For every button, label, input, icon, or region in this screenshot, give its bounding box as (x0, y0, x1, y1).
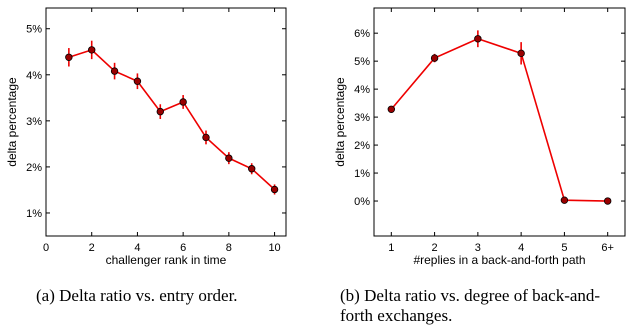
y-tick-label: 1% (26, 208, 42, 220)
chart-entry-order: 0 2 4 6 8 10 1% 2% 3% 4% 5% challenger rank in time… (5, 7, 287, 267)
y-tick-label: 3% (354, 112, 370, 124)
x-tick-label: 4 (518, 242, 524, 254)
x-tick-label: 1 (388, 242, 394, 254)
x-axis-label: #replies in a back-and-forth path (413, 253, 585, 267)
y-tick-label: 5% (26, 24, 42, 36)
data-point (474, 35, 482, 43)
x-tick-label: 8 (226, 242, 232, 254)
data-point (270, 185, 279, 194)
data-point (88, 46, 96, 54)
data-point (202, 133, 210, 142)
caption-entry-order: (a) Delta ratio vs. entry order. (36, 286, 238, 305)
chart-back-and-forth: 1 2 3 4 5 6+ 0% 1% 2% 3% 4% 5% 6% #replies in a back-… (333, 7, 626, 267)
data-point (110, 67, 119, 75)
data-point (430, 54, 439, 62)
y-tick-label: 4% (354, 84, 370, 96)
x-tick-label: 2 (89, 242, 95, 254)
x-tick-label: 6+ (601, 242, 614, 254)
data-point (248, 165, 256, 173)
plot-frame (373, 7, 626, 237)
data-point (156, 107, 164, 116)
y-tick-label: 2% (26, 162, 42, 174)
data-point (517, 49, 525, 58)
x-tick-label: 0 (43, 242, 49, 254)
data-point (603, 197, 612, 205)
series-line (68, 49, 276, 191)
y-tick-label: 3% (26, 116, 42, 128)
data-point (560, 196, 569, 204)
y-tick-label: 6% (354, 28, 370, 40)
x-tick-label: 3 (475, 242, 481, 254)
y-tick-label: 2% (354, 140, 370, 152)
x-tick-label: 6 (180, 242, 186, 254)
data-point (179, 98, 187, 106)
x-axis-label: challenger rank in time (106, 253, 227, 267)
y-tick-label: 0% (354, 196, 370, 208)
plot-frame (45, 7, 287, 237)
data-point (133, 77, 142, 85)
x-tick-label: 2 (432, 242, 438, 254)
y-tick-label: 1% (354, 168, 370, 180)
data-point (65, 53, 73, 61)
y-tick-label: 4% (26, 70, 42, 82)
x-tick-label: 4 (134, 242, 140, 254)
data-point (225, 154, 233, 162)
x-tick-label: 10 (268, 242, 280, 254)
caption-back-and-forth: (b) Delta ratio vs. degree of back-and-f… (340, 286, 601, 325)
y-tick-label: 5% (354, 56, 370, 68)
series-line (390, 37, 608, 202)
data-point (387, 105, 396, 113)
x-tick-label: 5 (561, 242, 567, 254)
y-axis-label: delta percentage (333, 77, 347, 167)
y-axis-label: delta percentage (5, 77, 19, 167)
